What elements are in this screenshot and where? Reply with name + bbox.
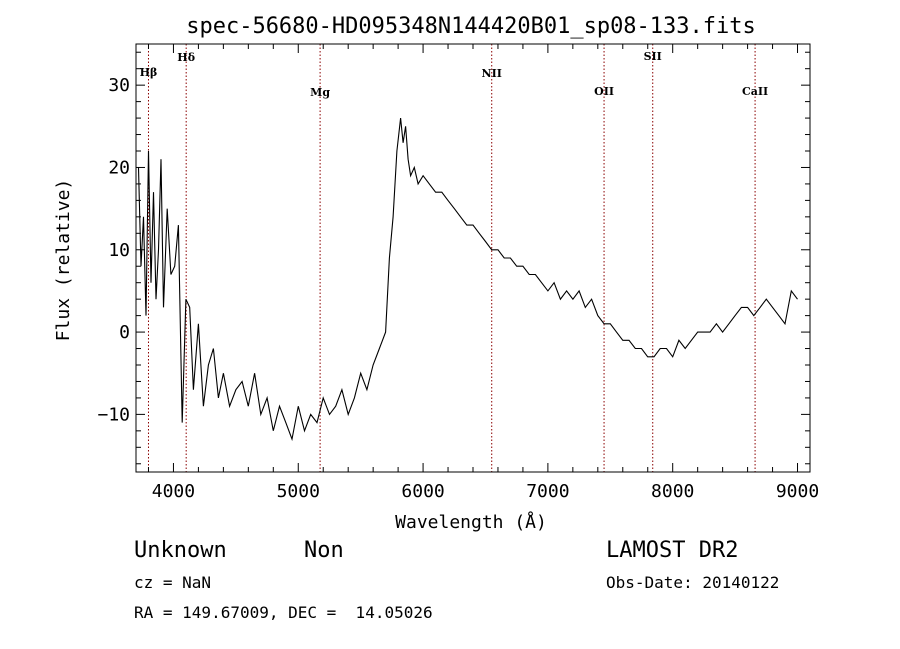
spectrum-line [137, 118, 798, 442]
plot-frame [135, 43, 811, 473]
redshift-info: cz = NaN [134, 573, 212, 592]
marker-label: OII [594, 85, 614, 98]
y-axis-label: Flux (relative) [53, 179, 74, 342]
x-tick-label: 5000 [277, 481, 320, 502]
coordinates-info: RA = 149.67009, DEC = 14.05026 [134, 603, 433, 622]
observation-date: Obs-Date: 20140122 [606, 573, 780, 592]
x-tick-label: 6000 [401, 481, 444, 502]
x-axis-label: Wavelength (Å) [395, 511, 547, 533]
y-axis: −10 0 10 20 30 [97, 51, 810, 465]
object-class: Unknown [134, 538, 227, 563]
y-tick-label: 10 [108, 240, 130, 261]
x-axis: 4000 5000 6000 7000 8000 9000 [147, 44, 819, 502]
x-tick-label: 8000 [651, 481, 694, 502]
marker-label: SII [644, 50, 662, 63]
chart-title: spec-56680-HD095348N144420B01_sp08-133.f… [186, 14, 756, 39]
survey-name: LAMOST DR2 [606, 538, 739, 563]
y-tick-label: −10 [97, 404, 130, 425]
x-tick-label: 9000 [776, 481, 819, 502]
marker-label: NII [482, 67, 502, 80]
spectral-line-markers: Hβ Hδ Mg NII OII SII CaII [140, 44, 768, 472]
marker-label: CaII [742, 85, 768, 98]
x-tick-label: 4000 [152, 481, 195, 502]
y-tick-label: 20 [108, 157, 130, 178]
y-tick-label: 30 [108, 75, 130, 96]
y-tick-label: 0 [119, 322, 130, 343]
marker-label: Hβ [140, 66, 158, 79]
marker-label: Mg [310, 86, 330, 99]
marker-label: Hδ [177, 51, 195, 64]
x-tick-label: 7000 [526, 481, 569, 502]
object-subclass: Non [304, 538, 344, 563]
